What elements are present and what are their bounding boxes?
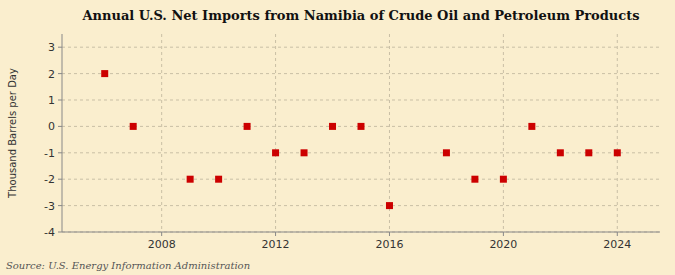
background	[0, 0, 675, 275]
point	[443, 149, 450, 156]
title: Annual U.S. Net Imports from Namibia of …	[81, 8, 639, 23]
x-tick-label: 2012	[262, 238, 290, 251]
x-tick-label: 2020	[489, 238, 517, 251]
y-tick	[58, 100, 62, 101]
point	[386, 202, 393, 209]
x-tick	[275, 232, 276, 236]
x-tick	[617, 232, 618, 236]
y-axis-label: Thousand Barrels per Day	[7, 68, 18, 199]
y-axis-line	[62, 34, 63, 232]
x-tick-label: 2024	[603, 238, 631, 251]
y-tick-label: -2	[44, 173, 55, 186]
point	[215, 176, 222, 183]
point	[471, 176, 478, 183]
grid	[62, 34, 660, 232]
source-note: Source: U.S. Energy Information Administ…	[6, 260, 250, 271]
x-grid-line	[617, 34, 618, 232]
chart-container: 2008 2012 2016 2020 2024 -4 -3 -2 -1 0 1 2 3 Annual U…	[0, 0, 675, 275]
y-tick	[58, 73, 62, 74]
x-grid-line	[161, 34, 162, 232]
y-tick-label: 3	[48, 41, 55, 54]
y-grid-line	[62, 179, 660, 180]
y-tick	[58, 205, 62, 206]
point	[358, 123, 365, 130]
y-grid-line	[62, 232, 660, 233]
y-grid-line	[62, 100, 660, 101]
point	[528, 123, 535, 130]
point	[301, 149, 308, 156]
x-tick-label: 2008	[148, 238, 176, 251]
y-tick-label: -3	[44, 200, 55, 213]
point	[585, 149, 592, 156]
y-tick	[58, 179, 62, 180]
x-tick	[161, 232, 162, 236]
point	[187, 176, 194, 183]
y-grid-line	[62, 152, 660, 153]
point	[130, 123, 137, 130]
y-grid-line	[62, 205, 660, 206]
point	[272, 149, 279, 156]
x-grid-line	[275, 34, 276, 232]
point	[101, 70, 108, 77]
y-tick	[58, 152, 62, 153]
point	[557, 149, 564, 156]
point	[244, 123, 251, 130]
point	[500, 176, 507, 183]
point	[329, 123, 336, 130]
x-tick-label: 2016	[375, 238, 403, 251]
y-tick-label: 0	[48, 120, 55, 133]
chart-svg: 2008 2012 2016 2020 2024 -4 -3 -2 -1 0 1 2 3 Annual U…	[0, 0, 675, 275]
y-tick-label: 1	[48, 94, 55, 107]
y-tick	[58, 232, 62, 233]
x-grid-line	[503, 34, 504, 232]
x-axis-line	[62, 232, 660, 233]
y-tick	[58, 126, 62, 127]
point	[614, 149, 621, 156]
points	[101, 70, 621, 209]
x-tick	[389, 232, 390, 236]
y-tick-label: -4	[44, 226, 55, 239]
y-tick-label: -1	[44, 147, 55, 160]
x-tick	[503, 232, 504, 236]
y-tick	[58, 47, 62, 48]
y-grid-line	[62, 73, 660, 74]
y-grid-line	[62, 47, 660, 48]
y-tick-label: 2	[48, 68, 55, 81]
